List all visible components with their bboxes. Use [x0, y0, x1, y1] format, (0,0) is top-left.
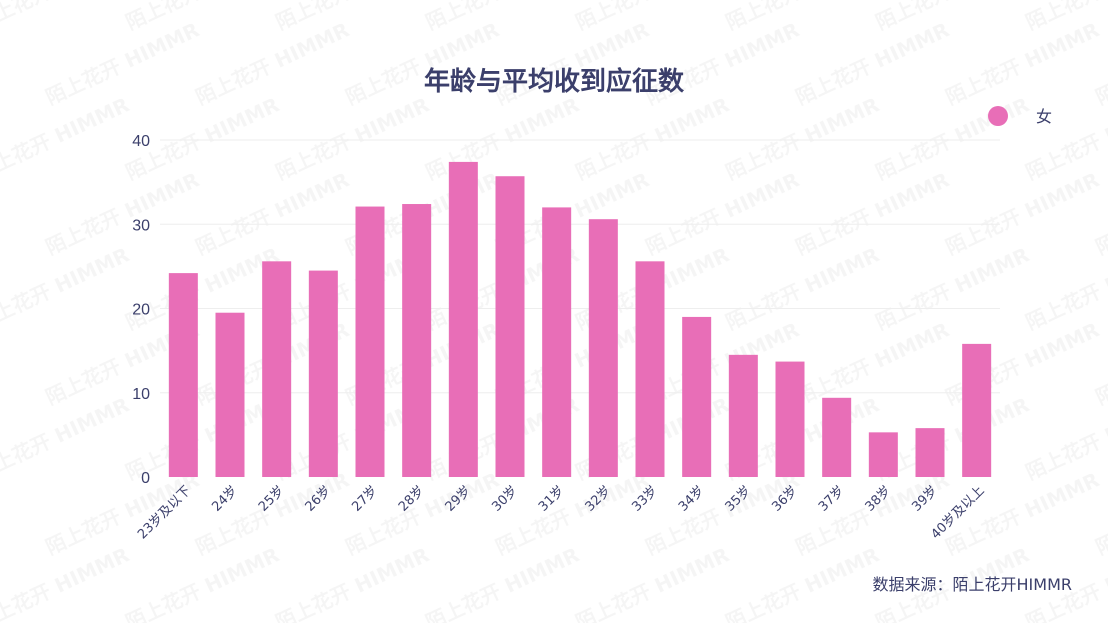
watermark-text: 陌上花开 HIMMR	[1022, 242, 1108, 334]
legend-label[interactable]: 女	[1036, 107, 1052, 126]
grid-lines	[160, 139, 1000, 394]
watermark-text: 陌上花开 HIMMR	[572, 0, 733, 35]
watermark-text: 陌上花开 HIMMR	[0, 542, 133, 623]
bar[interactable]	[728, 354, 758, 477]
y-tick-label: 20	[132, 302, 150, 319]
watermark-text: 陌上花开 HIMMR	[872, 0, 1033, 35]
bar[interactable]	[308, 270, 338, 477]
watermark-text: 陌上花开 HIMMR	[122, 0, 283, 35]
bar[interactable]	[495, 176, 525, 478]
bar[interactable]	[868, 432, 898, 477]
watermark-text: 陌上花开 HIMMR	[0, 392, 133, 484]
x-tick-label: 27岁	[349, 483, 380, 514]
bar[interactable]	[542, 207, 572, 477]
watermark-text: 陌上花开 HIMMR	[0, 242, 133, 334]
watermark-text: 陌上花开 HIMMR	[0, 92, 133, 184]
watermark-text: 陌上花开 HIMMR	[0, 0, 133, 35]
bar[interactable]	[168, 273, 198, 477]
source-note: 数据来源：陌上花开HIMMR	[873, 575, 1072, 594]
bars	[168, 161, 992, 478]
watermark-text: 陌上花开 HIMMR	[1022, 392, 1108, 484]
y-tick-label: 0	[141, 470, 150, 487]
bar[interactable]	[588, 219, 618, 477]
bar[interactable]	[355, 206, 385, 477]
legend-swatch[interactable]	[988, 106, 1008, 126]
bar[interactable]	[775, 361, 805, 477]
x-tick-label: 24岁	[209, 483, 240, 514]
bar[interactable]	[962, 343, 992, 477]
y-axis-ticks: 0 10 20 30 40	[132, 133, 150, 487]
y-tick-label: 10	[132, 386, 150, 403]
bar[interactable]	[682, 316, 712, 477]
legend[interactable]: 女	[988, 106, 1052, 126]
watermark-text: 陌上花开 HIMMR	[272, 0, 433, 35]
bar[interactable]	[402, 204, 432, 477]
y-tick-label: 30	[132, 217, 150, 234]
watermark-text: 陌上花开 HIMMR	[722, 0, 883, 35]
y-tick-label: 40	[132, 133, 150, 150]
bar[interactable]	[448, 161, 478, 477]
bar[interactable]	[635, 261, 665, 477]
watermark-text: 陌上花开 HIMMR	[422, 0, 583, 35]
bar[interactable]	[215, 312, 245, 477]
bar[interactable]	[915, 428, 945, 477]
chart-title: 年龄与平均收到应征数	[424, 66, 685, 97]
bar[interactable]	[262, 261, 292, 477]
bar[interactable]	[822, 397, 852, 477]
watermark-text: 陌上花开 HIMMR	[1022, 92, 1108, 184]
x-tick-label: 37岁	[816, 483, 847, 514]
